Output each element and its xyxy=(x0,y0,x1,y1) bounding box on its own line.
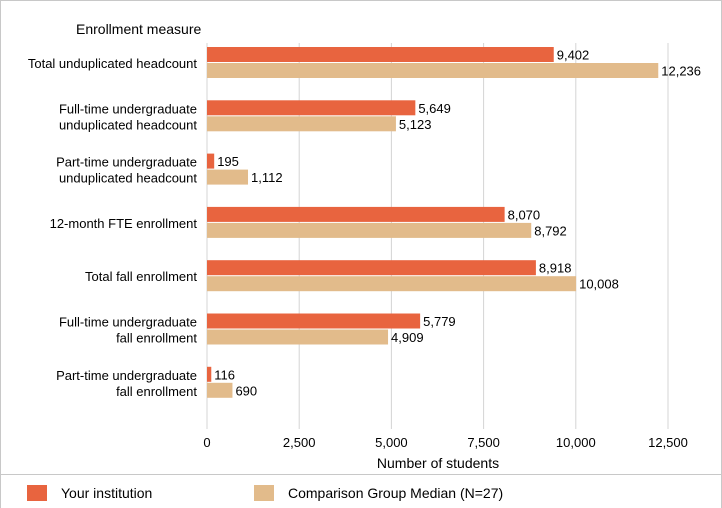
bar-institution xyxy=(207,260,536,276)
category-label: unduplicated headcount xyxy=(59,117,197,132)
chart-title: Enrollment measure xyxy=(76,21,201,37)
category-labels: Total unduplicated headcount Full-time un… xyxy=(28,56,198,399)
category-label: unduplicated headcount xyxy=(59,171,197,186)
bar-institution xyxy=(207,100,416,116)
data-label-comparison: 1,112 xyxy=(251,170,283,185)
bar-institution xyxy=(207,313,421,329)
bar-comparison xyxy=(207,276,577,292)
x-tick-label: 10,000 xyxy=(556,435,596,450)
bar-comparison xyxy=(207,63,659,78)
category-label: Part-time undergraduate xyxy=(56,368,197,383)
legend-item-comparison: Comparison Group Median (N=27) xyxy=(254,485,503,501)
category-label: fall enrollment xyxy=(116,331,197,346)
data-label-comparison: 12,236 xyxy=(661,64,701,79)
bar-comparison xyxy=(207,329,389,345)
bar-institution xyxy=(207,206,505,222)
legend-item-institution: Your institution xyxy=(27,485,152,501)
data-label-comparison: 690 xyxy=(235,383,257,398)
x-axis-label: Number of students xyxy=(377,455,499,471)
bar-institution xyxy=(207,47,554,62)
bar-institution xyxy=(207,366,212,382)
data-label-institution: 116 xyxy=(214,367,235,382)
category-label: fall enrollment xyxy=(116,384,197,399)
data-label-institution: 9,402 xyxy=(557,48,590,63)
category-label: Total fall enrollment xyxy=(85,269,197,284)
x-axis-ticks: 0 2,500 5,000 7,500 10,000 12,500 xyxy=(203,435,688,450)
data-label-comparison: 4,909 xyxy=(391,330,424,345)
category-label: Part-time undergraduate xyxy=(56,155,197,170)
category-label: 12-month FTE enrollment xyxy=(50,216,198,231)
x-tick-label: 7,500 xyxy=(467,435,500,450)
data-label-institution: 8,918 xyxy=(539,261,572,276)
legend-label-comparison: Comparison Group Median (N=27) xyxy=(288,485,504,501)
data-label-institution: 5,649 xyxy=(418,101,451,116)
x-tick-label: 2,500 xyxy=(283,435,316,450)
bars-group xyxy=(207,47,659,398)
x-tick-label: 5,000 xyxy=(375,435,408,450)
category-label: Full-time undergraduate xyxy=(59,315,197,330)
data-label-institution: 195 xyxy=(217,154,239,169)
x-tick-label: 12,500 xyxy=(648,435,688,450)
data-label-institution: 5,779 xyxy=(423,314,456,329)
legend-swatch-comparison xyxy=(254,485,274,501)
category-label: Total unduplicated headcount xyxy=(28,56,198,71)
bar-institution xyxy=(207,153,215,169)
legend: Your institution Comparison Group Median… xyxy=(1,474,721,508)
legend-swatch-institution xyxy=(27,485,47,501)
data-label-institution: 8,070 xyxy=(508,207,541,222)
category-label: Full-time undergraduate xyxy=(59,101,197,116)
bar-comparison xyxy=(207,116,396,132)
bar-comparison xyxy=(207,382,233,398)
data-label-comparison: 10,008 xyxy=(579,277,619,292)
x-tick-label: 0 xyxy=(203,435,210,450)
legend-label-institution: Your institution xyxy=(61,485,153,501)
data-label-comparison: 5,123 xyxy=(399,117,432,132)
bar-comparison xyxy=(207,169,249,185)
bar-chart: Enrollment measure Total unduplicated he… xyxy=(28,21,701,471)
bar-comparison xyxy=(207,222,532,238)
data-label-comparison: 8,792 xyxy=(534,223,567,238)
